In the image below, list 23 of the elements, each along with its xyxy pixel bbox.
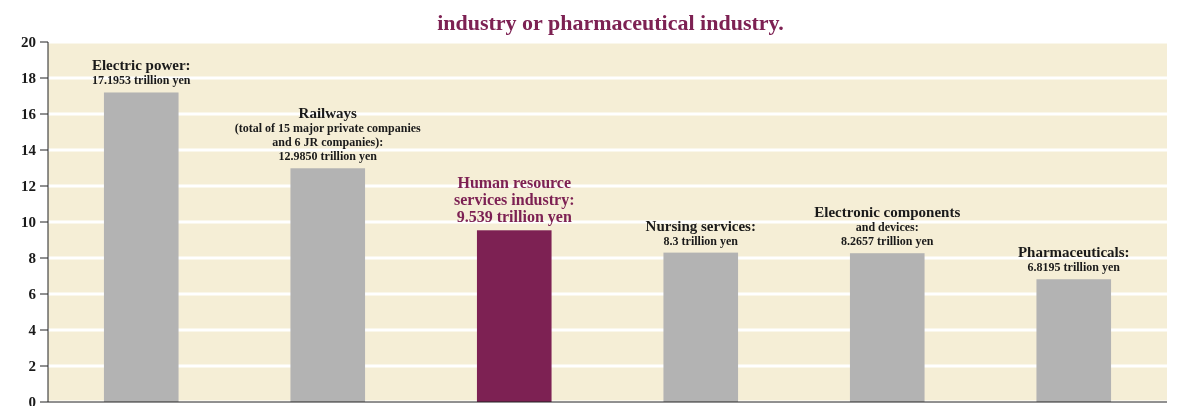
data-label: Nursing services: 8.3 trillion yen — [645, 217, 756, 248]
bar — [663, 252, 739, 402]
data-label: Electronic components and devices: 8.2657 trillion yen — [814, 204, 961, 249]
y-tick-label: 16 — [21, 106, 37, 123]
bar — [849, 253, 925, 402]
data-label: Pharmaceuticals: 6.8195 trillion yen — [1017, 244, 1130, 275]
y-tick-label: 18 — [21, 70, 36, 87]
y-tick-label: 4 — [28, 322, 37, 339]
y-tick-label: 10 — [21, 214, 36, 231]
data-label: Electric power: 17.1953 trillion yen — [91, 57, 191, 88]
y-tick-label: 8 — [28, 250, 36, 267]
y-tick-label: 2 — [28, 358, 36, 375]
y-tick-label: 14 — [21, 142, 37, 159]
bar — [476, 230, 552, 402]
y-tick-label: 6 — [28, 286, 37, 303]
chart-title: industry or pharmaceutical industry. — [437, 10, 784, 35]
bar — [290, 168, 366, 402]
y-tick-label: 20 — [21, 34, 36, 51]
bar — [1036, 279, 1112, 402]
data-label: Human resource services industry: 9.539 trillion yen — [454, 174, 575, 227]
y-tick-label: 12 — [21, 178, 36, 195]
data-label: Railways (total of 15 major private companies and 6 JR companies): 12.9850 trillion yen — [234, 105, 422, 164]
bar — [103, 92, 179, 402]
